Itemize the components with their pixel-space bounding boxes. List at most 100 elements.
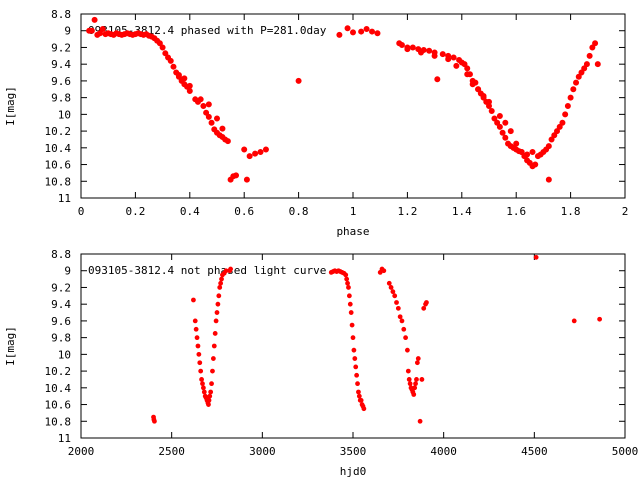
x-tick-label: 1.4	[452, 205, 472, 218]
data-point	[215, 301, 221, 307]
data-point	[404, 46, 411, 53]
data-point	[257, 148, 264, 155]
data-point	[417, 418, 423, 424]
data-point	[404, 347, 410, 353]
data-point	[350, 335, 356, 341]
data-point	[228, 266, 234, 272]
y-tick-label: 10	[58, 108, 71, 121]
data-point	[401, 326, 407, 332]
x-axis-label: hjd0	[340, 465, 367, 478]
data-point	[439, 51, 446, 58]
data-point	[424, 300, 429, 305]
data-point	[395, 305, 401, 311]
data-point	[262, 146, 269, 153]
data-point	[564, 103, 571, 110]
data-point	[192, 318, 198, 324]
data-point	[461, 61, 468, 68]
data-point	[411, 392, 417, 397]
data-point	[434, 76, 441, 83]
data-point	[214, 310, 220, 315]
y-axis-label: I[mag]	[4, 86, 17, 126]
data-point	[524, 151, 531, 158]
y-tick-label: 8.8	[51, 248, 71, 261]
data-point	[355, 381, 360, 387]
data-point	[224, 138, 231, 145]
data-point	[201, 389, 207, 395]
data-point	[464, 71, 471, 78]
data-point	[491, 115, 498, 122]
data-point	[414, 360, 420, 366]
data-point	[156, 40, 163, 47]
data-point	[559, 119, 566, 126]
data-point	[216, 293, 222, 299]
data-point	[583, 61, 590, 68]
x-tick-label: 2	[622, 205, 629, 218]
data-point	[417, 49, 424, 56]
data-point	[567, 94, 574, 101]
y-tick-label: 9.2	[51, 281, 71, 294]
x-tick-label: 4500	[521, 445, 548, 458]
data-point	[199, 377, 204, 382]
data-point	[205, 101, 212, 108]
data-point	[196, 351, 202, 357]
data-point	[343, 272, 349, 278]
data-point	[243, 176, 250, 183]
data-point	[554, 128, 561, 135]
x-tick-label: 0.6	[234, 205, 254, 218]
data-point	[361, 406, 367, 412]
y-tick-label: 10	[58, 348, 71, 361]
data-point	[336, 31, 343, 38]
data-point	[207, 393, 213, 399]
data-point	[415, 356, 421, 361]
data-point	[349, 29, 356, 36]
data-point	[426, 47, 433, 54]
data-point	[431, 52, 438, 59]
data-point	[217, 285, 223, 290]
data-point	[381, 268, 387, 274]
x-axis-label: phase	[336, 225, 369, 238]
data-point	[597, 316, 603, 322]
data-point	[200, 103, 207, 110]
data-point	[412, 385, 418, 391]
x-tick-label: 2000	[68, 445, 95, 458]
data-point	[152, 418, 157, 424]
data-point	[586, 52, 593, 59]
data-point	[348, 310, 354, 315]
data-point	[532, 161, 539, 168]
data-point	[175, 72, 182, 79]
data-point	[475, 86, 482, 93]
data-point	[480, 92, 487, 99]
data-point	[208, 389, 214, 395]
data-point	[206, 397, 212, 403]
data-point	[575, 73, 582, 80]
data-point	[496, 123, 503, 130]
data-point	[571, 318, 577, 324]
data-point	[592, 40, 599, 47]
data-point	[354, 372, 360, 378]
y-tick-label: 10.6	[45, 399, 72, 412]
data-point	[211, 343, 217, 349]
data-point	[186, 87, 193, 94]
data-point	[197, 360, 203, 366]
data-point	[392, 293, 398, 299]
y-tick-label: 9.4	[51, 58, 71, 71]
data-point	[210, 368, 215, 374]
x-tick-label: 4000	[430, 445, 457, 458]
y-tick-label: 10.2	[45, 365, 72, 378]
data-point	[203, 109, 210, 116]
data-point	[494, 119, 501, 126]
data-point	[159, 44, 166, 51]
x-tick-label: 1.8	[561, 205, 581, 218]
data-point	[195, 343, 201, 349]
data-point	[469, 81, 476, 88]
data-point	[398, 41, 405, 48]
data-point	[212, 331, 218, 336]
y-tick-label: 10.4	[45, 382, 72, 395]
y-tick-label: 11	[58, 192, 71, 205]
data-point	[507, 128, 514, 135]
x-tick-label: 1	[350, 205, 357, 218]
data-point	[573, 79, 580, 86]
data-point	[533, 254, 539, 260]
data-point	[545, 176, 552, 183]
